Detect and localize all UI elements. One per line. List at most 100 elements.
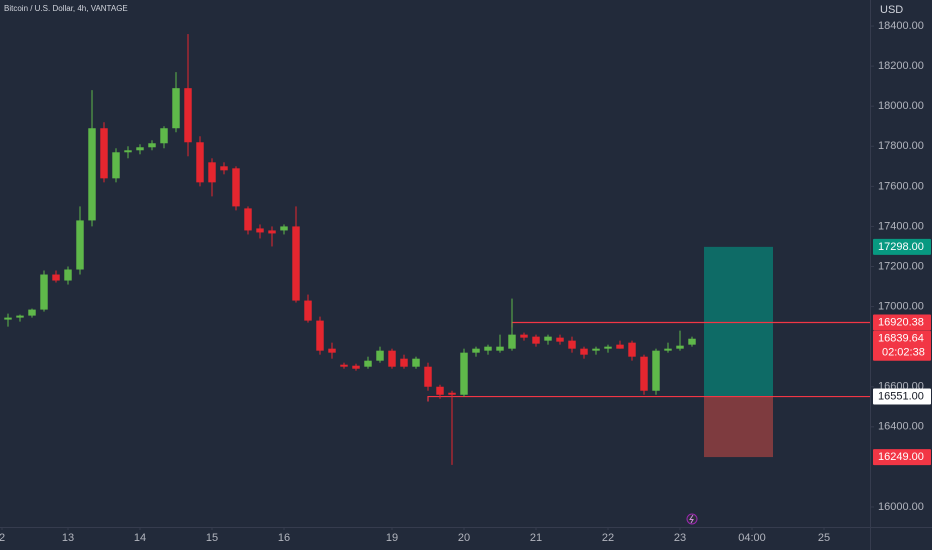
candle-body (628, 342, 636, 357)
candle-body (40, 274, 48, 310)
candle-body (616, 344, 624, 349)
candle-body (232, 168, 240, 207)
candle-body (256, 228, 264, 233)
candle-body (592, 348, 600, 351)
y-tick-label: 17200.00 (878, 260, 924, 272)
level-line (427, 395, 870, 402)
event-icon (689, 514, 694, 524)
candle-body (436, 386, 444, 395)
y-tick-label: 18000.00 (878, 100, 924, 112)
candle-body (664, 348, 672, 351)
y-tick-label: 17800.00 (878, 140, 924, 152)
candle-body (544, 336, 552, 341)
price-tag-label: 16551.00 (878, 390, 924, 402)
loss-zone (704, 396, 774, 458)
candle-body (640, 356, 648, 391)
price-tag (873, 449, 931, 466)
price-tag (873, 388, 931, 405)
candle-body (400, 358, 408, 367)
price-tag-label: 16920.38 (878, 316, 924, 328)
candle-body (340, 364, 348, 367)
x-tick-label: 22 (602, 532, 614, 544)
x-tick-label: 04:00 (738, 532, 766, 544)
x-tick-label: 23 (674, 532, 686, 544)
candle-body (604, 346, 612, 349)
candle-body (532, 336, 540, 344)
candle-body (100, 128, 108, 179)
price-tag-label: 17298.00 (878, 241, 924, 253)
candle-body (280, 226, 288, 231)
candle-body (16, 315, 24, 318)
candle-body (124, 150, 132, 153)
candle-body (136, 147, 144, 151)
candle-body (352, 365, 360, 369)
x-tick-label: 15 (206, 532, 218, 544)
candle-body (112, 152, 120, 179)
candle-body (292, 226, 300, 301)
x-tick-label: 25 (818, 532, 830, 544)
candle-body (376, 350, 384, 361)
candle-body (244, 208, 252, 231)
price-tag (873, 238, 931, 255)
candle-body (412, 358, 420, 367)
countdown-label: 02:02:38 (882, 347, 925, 359)
candle-body (472, 348, 480, 353)
y-tick-label: 17400.00 (878, 220, 924, 232)
candle-body (268, 230, 276, 234)
candle-body (388, 350, 396, 367)
candle-body (328, 348, 336, 353)
candle-body (304, 300, 312, 321)
candle-body (52, 274, 60, 281)
candle-body (580, 348, 588, 355)
currency-label: USD (880, 4, 903, 16)
candle-body (676, 345, 684, 349)
candle-body (76, 220, 84, 270)
candle-body (196, 142, 204, 183)
x-tick-label: 16 (278, 532, 290, 544)
candle-body (88, 128, 96, 221)
chart-title: Bitcoin / U.S. Dollar, 4h, VANTAGE (4, 4, 128, 13)
candle-body (364, 360, 372, 367)
candle-body (64, 269, 72, 281)
candle-body (184, 88, 192, 143)
candle-body (568, 340, 576, 349)
candle-body (220, 166, 228, 171)
candle-body (4, 317, 12, 320)
y-tick-label: 18400.00 (878, 20, 924, 32)
price-tag (873, 330, 931, 361)
price-tag-label: 16249.00 (878, 451, 924, 463)
price-axis: 18400.00 18200.00 18000.00 17800.00 17600.00… (870, 20, 931, 513)
candle-body (316, 320, 324, 351)
plot-area (4, 34, 870, 465)
profit-zone (704, 246, 774, 397)
candle-body (28, 309, 36, 316)
x-tick-label: 20 (458, 532, 470, 544)
candle-body (484, 346, 492, 351)
candle-body (460, 352, 468, 395)
y-tick-label: 16000.00 (878, 501, 924, 513)
candle-body (520, 334, 528, 338)
candle-body (496, 346, 504, 351)
x-tick-label: 2 (0, 532, 5, 544)
x-tick-label: 14 (134, 532, 146, 544)
candle-body (688, 338, 696, 345)
y-tick-label: 18200.00 (878, 60, 924, 72)
price-tag-label: 16839.64 (878, 333, 924, 345)
candle-body (448, 392, 456, 395)
price-tag (873, 314, 931, 331)
candle-body (148, 143, 156, 148)
candle-body (424, 366, 432, 387)
candle-body (160, 128, 168, 144)
x-tick-label: 19 (386, 532, 398, 544)
candle-body (508, 334, 516, 349)
candle-body (652, 350, 660, 391)
candle-body (556, 337, 564, 342)
y-tick-label: 17000.00 (878, 300, 924, 312)
x-tick-label: 21 (530, 532, 542, 544)
y-tick-label: 17600.00 (878, 180, 924, 192)
candle-body (208, 162, 216, 183)
y-tick-label: 16400.00 (878, 421, 924, 433)
candle-body (172, 88, 180, 129)
